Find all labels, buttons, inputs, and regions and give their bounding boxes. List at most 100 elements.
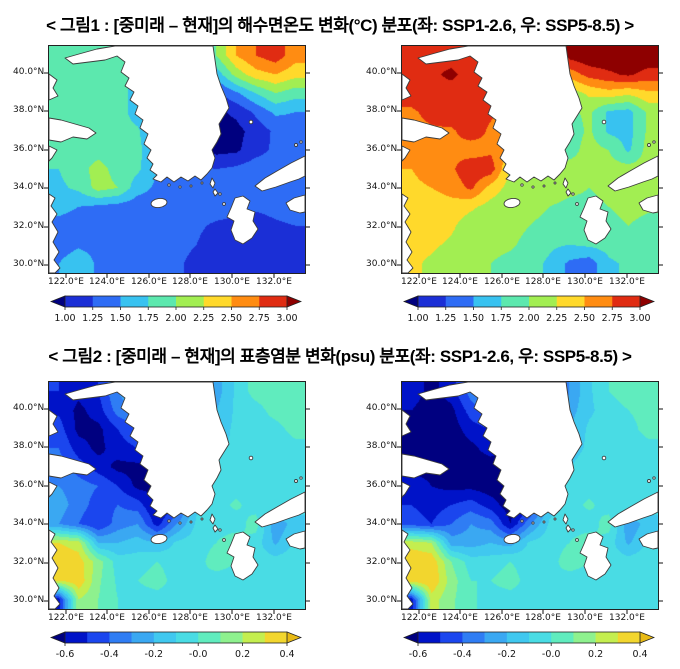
lat-tick-label: 32.0°N — [13, 221, 45, 231]
china-coast-upper — [401, 73, 412, 101]
lon-tick-label: 128.0°E — [172, 613, 208, 623]
shandong-peninsula — [401, 117, 450, 143]
lat-tick-label: 36.0°N — [13, 480, 45, 490]
colorbar-tick-label: -0.2 — [498, 649, 517, 660]
islet — [553, 517, 557, 521]
lon-tick-label: 122.0°E — [401, 277, 437, 287]
lon-tick-label: 126.0°E — [484, 613, 520, 623]
coastline-overlay — [44, 45, 310, 278]
sst-map-ssp585: 40.0°N 38.0°N 36.0°N 34.0°N 32.0°N 30.0°N 122.… — [366, 45, 663, 324]
china-coast-notch — [401, 481, 411, 498]
shandong-peninsula — [401, 453, 450, 479]
colorbar-tick-label: 1.00 — [407, 313, 428, 324]
lat-tick-label: 32.0°N — [13, 557, 45, 567]
coastline-overlay — [397, 381, 663, 614]
korea-mainland — [64, 381, 230, 519]
honshu-island — [254, 155, 306, 192]
map-plot-area — [44, 45, 310, 278]
honshu-island — [254, 491, 306, 528]
islet — [553, 181, 557, 185]
shikoku-island — [285, 530, 306, 550]
islet — [542, 520, 546, 524]
china-coast-lower — [401, 529, 414, 610]
shandong-peninsula — [48, 117, 97, 143]
tsushima-island-south — [212, 524, 219, 533]
oki-island — [294, 143, 298, 147]
ulleungdo-island — [248, 119, 254, 125]
colorbar-tick-label: 2.75 — [249, 313, 270, 324]
colorbar-tick-label: 2.00 — [518, 313, 539, 324]
lat-tick-label: 30.0°N — [13, 595, 45, 605]
jeju-island — [503, 533, 521, 545]
islet — [542, 184, 546, 188]
map-plot-area — [397, 381, 663, 614]
map-plot-area — [44, 381, 310, 614]
sst-map-ssp126: 40.0°N 38.0°N 36.0°N 34.0°N 32.0°N 30.0°N 122.… — [13, 45, 310, 324]
korea-mainland — [417, 381, 583, 519]
china-coast-notch — [401, 145, 411, 162]
lat-tick-label: 40.0°N — [366, 67, 398, 77]
colorbar: -0.6 -0.4 -0.2 -0.0 0.2 0.4 — [50, 631, 302, 660]
colorbar-tick-label: -0.6 — [409, 649, 428, 660]
kyushu-island — [579, 531, 612, 581]
lon-tick-label: 130.0°E — [567, 613, 603, 623]
colorbar-tick-label: 2.25 — [193, 313, 214, 324]
kyushu-island — [226, 531, 259, 581]
lon-tick-label: 124.0°E — [89, 613, 125, 623]
goto-island — [575, 538, 579, 542]
china-coast-upper — [48, 73, 59, 101]
islet — [571, 528, 575, 532]
lat-tick-label: 38.0°N — [13, 441, 45, 451]
colorbar-tick-label: 0.2 — [235, 649, 250, 660]
colorbar-tick-label: 2.50 — [574, 313, 595, 324]
colorbar-tick-label: -0.0 — [189, 649, 208, 660]
islet — [218, 192, 222, 196]
colorbar-tick-label: 1.25 — [435, 313, 456, 324]
tsushima-island — [209, 177, 216, 189]
tsushima-island — [209, 513, 216, 525]
china-coast-lower — [48, 529, 61, 610]
figure1-row: 40.0°N 38.0°N 36.0°N 34.0°N 32.0°N 30.0°N 122.… — [13, 45, 680, 324]
china-coast-notch — [48, 481, 58, 498]
ulleungdo-island — [601, 455, 607, 461]
lon-tick-label: 124.0°E — [89, 277, 125, 287]
sss-map-ssp585: 40.0°N 38.0°N 36.0°N 34.0°N 32.0°N 30.0°N 122.… — [366, 381, 663, 660]
figure2-row: 40.0°N 38.0°N 36.0°N 34.0°N 32.0°N 30.0°N 122.… — [13, 381, 680, 660]
china-coast-upper — [401, 409, 412, 437]
oki-island — [294, 479, 298, 483]
colorbar-tick-label: 0.4 — [632, 649, 647, 660]
lat-tick-label: 38.0°N — [366, 441, 398, 451]
lon-tick-label: 132.0°E — [609, 613, 645, 623]
lat-tick-label: 34.0°N — [366, 182, 398, 192]
figure1-title: < 그림1 : [중미래 – 현재]의 해수면온도 변화(°C) 분포(좌: S… — [46, 16, 634, 35]
islet — [178, 521, 182, 525]
lon-tick-label: 126.0°E — [484, 277, 520, 287]
lon-tick-label: 132.0°E — [256, 277, 292, 287]
goto-island — [575, 202, 579, 206]
lon-tick-label: 132.0°E — [609, 277, 645, 287]
china-coast-notch — [48, 145, 58, 162]
colorbar-tick-label: 3.00 — [276, 313, 297, 324]
tsushima-island — [562, 177, 569, 189]
lon-tick-label: 122.0°E — [48, 613, 84, 623]
jeju-island — [503, 197, 521, 209]
lat-tick-label: 30.0°N — [13, 259, 45, 269]
goto-island — [222, 202, 226, 206]
shandong-peninsula — [48, 453, 97, 479]
oki-island — [647, 143, 651, 147]
china-coast-lower — [48, 193, 61, 274]
oki-island-2 — [299, 476, 303, 480]
colorbar-tick-label: -0.4 — [100, 649, 119, 660]
lon-tick-label: 130.0°E — [214, 277, 250, 287]
islet — [200, 517, 204, 521]
shikoku-island — [285, 194, 306, 214]
lon-tick-label: 128.0°E — [172, 277, 208, 287]
lat-tick-label: 30.0°N — [366, 595, 398, 605]
jeju-island — [150, 533, 168, 545]
ulleungdo-island — [248, 455, 254, 461]
lon-tick-label: 128.0°E — [525, 277, 561, 287]
honshu-island — [607, 155, 659, 192]
lon-tick-label: 122.0°E — [48, 277, 84, 287]
ulleungdo-island — [601, 119, 607, 125]
